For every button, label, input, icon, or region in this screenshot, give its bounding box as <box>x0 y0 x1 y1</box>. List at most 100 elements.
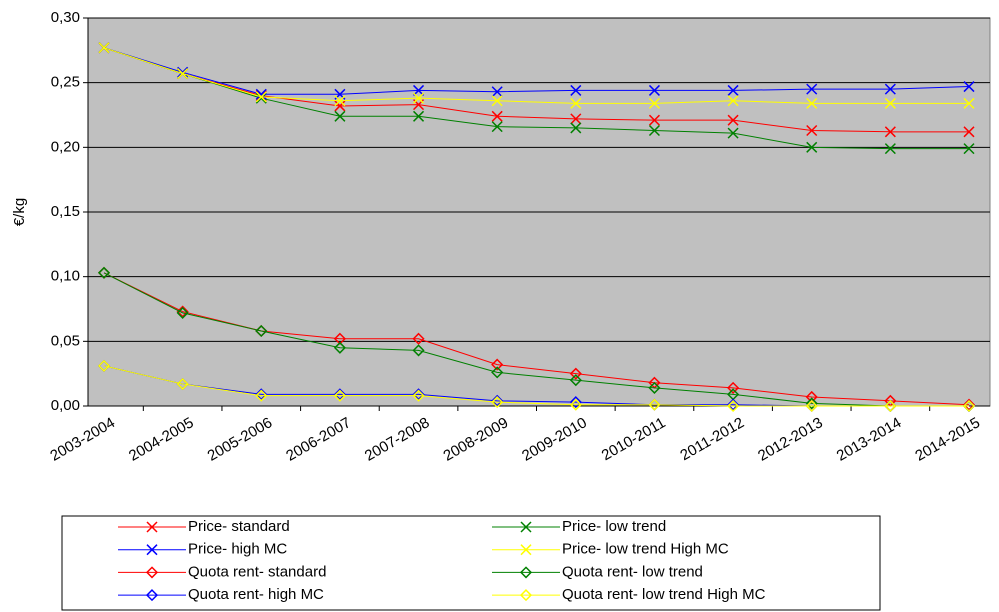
legend-label: Quota rent- low trend <box>562 563 703 580</box>
data-point <box>412 389 425 402</box>
series-line <box>103 365 969 407</box>
legend <box>61 515 881 611</box>
data-point <box>648 114 660 126</box>
data-point <box>177 66 189 78</box>
legend-label: Price- low trend <box>562 518 666 535</box>
data-point <box>648 97 660 109</box>
data-point <box>334 110 346 122</box>
x-tick-label: 2008-2009 <box>441 414 512 465</box>
legend-label: Price- standard <box>188 518 290 535</box>
data-point <box>727 399 740 413</box>
y-tick-label: 0,10 <box>51 268 80 285</box>
legend-marker <box>145 589 159 602</box>
data-point <box>491 95 503 107</box>
legend-marker <box>146 544 158 556</box>
x-tick-label: 2005-2006 <box>205 414 276 465</box>
data-point <box>806 124 818 137</box>
data-point <box>255 389 268 402</box>
data-point <box>255 88 267 100</box>
data-point <box>963 143 975 155</box>
data-point <box>491 394 504 407</box>
data-point <box>569 396 582 409</box>
y-tick-label: 0,25 <box>51 74 80 91</box>
data-point <box>98 42 110 54</box>
y-tick-label: 0,20 <box>51 138 80 155</box>
data-point <box>570 97 582 109</box>
legend-marker <box>519 589 533 602</box>
x-tick-label: 2010-2011 <box>599 414 669 464</box>
series-line <box>103 272 969 407</box>
data-point <box>727 398 740 411</box>
legend-marker <box>146 521 158 533</box>
legend-marker <box>145 566 159 579</box>
data-point <box>491 366 504 379</box>
data-point <box>176 306 189 319</box>
data-point <box>648 381 661 394</box>
data-point <box>569 374 582 387</box>
series-line <box>103 47 969 150</box>
data-point <box>962 399 976 413</box>
data-point <box>255 91 267 103</box>
data-point <box>333 389 346 402</box>
data-point <box>334 100 346 112</box>
data-point <box>805 397 818 410</box>
data-point <box>413 92 425 104</box>
legend-label: Price- low trend High MC <box>562 541 729 558</box>
y-tick-label: 0,05 <box>51 332 80 349</box>
data-point <box>727 127 739 139</box>
data-point <box>491 358 504 371</box>
data-point <box>963 126 975 138</box>
y-tick-label: 0,15 <box>51 203 80 220</box>
data-point <box>255 92 267 104</box>
data-point <box>727 381 740 394</box>
legend-label: Price- high MC <box>188 541 287 558</box>
data-point <box>806 83 818 95</box>
data-point <box>491 121 503 133</box>
data-point <box>570 84 582 96</box>
data-point <box>97 359 111 372</box>
y-axis-label: €/kg <box>11 198 28 226</box>
data-point <box>648 124 660 137</box>
x-tick-label: 2011-2012 <box>677 414 747 464</box>
data-point <box>806 141 818 153</box>
legend-label: Quota rent- low trend High MC <box>562 586 766 603</box>
data-point <box>413 110 425 122</box>
data-point <box>333 388 346 401</box>
data-point <box>884 83 896 95</box>
data-point <box>333 341 346 354</box>
data-point <box>97 266 111 279</box>
series-line <box>103 47 969 133</box>
data-point <box>963 81 975 93</box>
data-point <box>884 143 896 155</box>
x-tick-label: 2014-2015 <box>912 414 983 465</box>
legend-marker <box>519 566 533 579</box>
data-point <box>727 95 739 107</box>
x-tick-label: 2007-2008 <box>362 414 433 465</box>
data-point <box>963 97 975 109</box>
data-point <box>884 399 897 413</box>
data-point <box>413 84 425 96</box>
x-tick-label: 2003-2004 <box>47 414 118 465</box>
data-point <box>884 126 896 138</box>
y-tick-label: 0,00 <box>51 397 80 414</box>
data-point <box>491 86 503 98</box>
x-tick-label: 2006-2007 <box>283 414 354 465</box>
x-tick-label: 2009-2010 <box>519 414 590 465</box>
data-point <box>805 399 818 413</box>
legend-marker <box>520 544 532 556</box>
data-point <box>727 84 739 96</box>
legend-label: Quota rent- standard <box>188 563 326 580</box>
data-point <box>177 68 189 80</box>
data-point <box>176 305 189 318</box>
legend-marker <box>520 521 532 533</box>
series-line <box>103 47 970 95</box>
data-point <box>884 97 896 109</box>
x-tick-label: 2012-2013 <box>755 414 826 465</box>
data-point <box>727 114 739 126</box>
data-point <box>334 95 346 107</box>
data-point <box>569 367 582 380</box>
y-tick-label: 0,30 <box>51 9 80 26</box>
series-line <box>103 47 969 104</box>
data-point <box>491 110 503 122</box>
